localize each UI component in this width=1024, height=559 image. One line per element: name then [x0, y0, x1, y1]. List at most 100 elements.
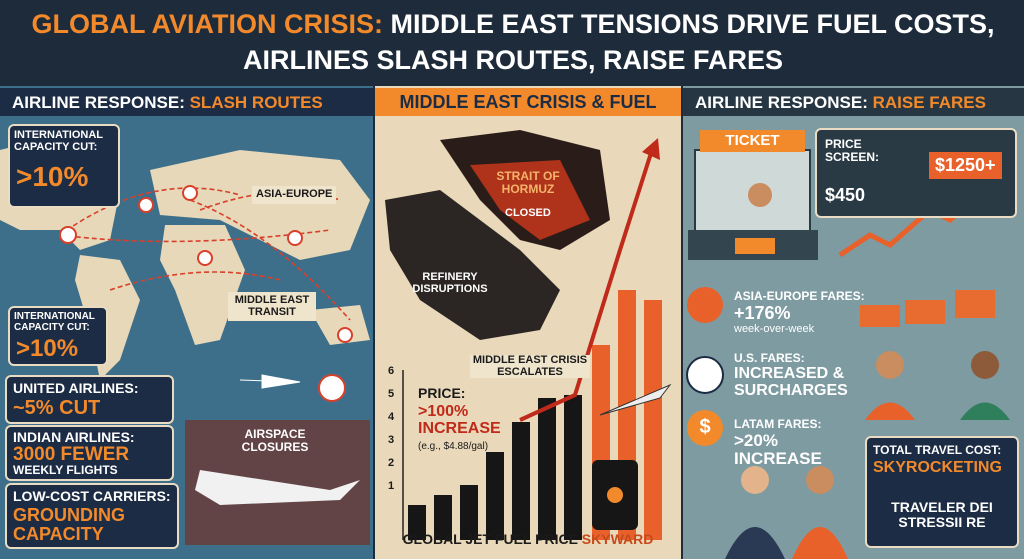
- bar: [644, 300, 662, 540]
- hormuz-heat: [470, 160, 590, 240]
- plane-small: [239, 374, 301, 389]
- trend-arrow: [519, 149, 654, 422]
- fare-value: +176%: [734, 303, 791, 323]
- demand: TRAVELER DEI STRESSII RE: [891, 499, 993, 530]
- axis-label: 1: [388, 480, 395, 492]
- fare-label: ASIA-EUROPE FARES:: [734, 289, 865, 303]
- panel-header: MIDDLE EAST CRISIS & FUEL: [399, 92, 657, 112]
- header-strip: [0, 88, 373, 116]
- bar: [460, 485, 478, 540]
- bar: [486, 452, 504, 540]
- map-label: MIDDLE EAST TRANSIT: [228, 292, 316, 322]
- cancel-mark: [182, 185, 198, 201]
- flag-icon: [686, 356, 724, 394]
- fare-note: week-over-week: [734, 323, 815, 335]
- route: [59, 187, 241, 236]
- header-strip: [375, 88, 681, 116]
- globe-icon: [687, 287, 723, 323]
- header-strip: [683, 88, 1024, 116]
- panel-header: AIRLINE RESPONSE: SLASH ROUTES: [12, 94, 323, 112]
- axis-label: 5: [388, 388, 395, 400]
- map-label: CLOSED: [505, 207, 551, 219]
- map-label: AIRSPACE CLOSURES: [241, 427, 309, 454]
- cancel-mark: [337, 327, 353, 343]
- bar: [408, 505, 426, 540]
- route: [109, 271, 281, 291]
- fare-value: >20% INCREASE: [734, 431, 822, 468]
- eurasia: [150, 150, 370, 260]
- callout-note: WEEKLY FLIGHTS: [13, 463, 118, 477]
- traveler: [806, 466, 834, 494]
- bill: [955, 290, 995, 318]
- traveler: [876, 351, 904, 379]
- callout-label: INTERNATIONAL CAPACITY CUT:: [14, 129, 103, 153]
- price-value: >100% INCREASE: [418, 403, 501, 437]
- callout: UNITED AIRLINES: ~5% CUT: [5, 375, 174, 424]
- axis-label: 4: [388, 411, 395, 423]
- fare-value: INCREASED & SURCHARGES: [734, 365, 848, 399]
- footer-lead: GLOBAL JET FUEL PRICE: [402, 531, 578, 547]
- footer-accent: SKYWARD: [581, 531, 654, 547]
- total-label: TOTAL TRAVEL COST:: [873, 443, 1002, 457]
- price-screen: PRICE SCREEN: $450 $1250+: [815, 128, 1017, 218]
- cancel-mark: [197, 250, 213, 266]
- cancel-mark: [287, 230, 303, 246]
- price-bars: [408, 395, 582, 540]
- footer: GLOBAL JET FUEL PRICE SKYWARD: [375, 532, 681, 547]
- old-price: $450: [825, 185, 866, 205]
- header-accent: SLASH ROUTES: [189, 93, 323, 112]
- price-label: PRICE:: [418, 385, 466, 401]
- arabia: [385, 190, 560, 340]
- dollar-icon-text: $: [699, 416, 711, 438]
- traveler: [971, 351, 999, 379]
- traveler: [725, 527, 785, 559]
- callout-value: 3000 FEWER: [13, 444, 130, 465]
- ticket-sign: TICKET: [700, 130, 805, 152]
- traveler: [741, 466, 769, 494]
- callout-value: GROUNDING CAPACITY: [13, 505, 125, 544]
- bar: [564, 395, 582, 540]
- header-lead: AIRLINE RESPONSE:: [12, 93, 185, 112]
- plane: [195, 470, 360, 505]
- callout-label: INTERNATIONAL CAPACITY CUT:: [14, 311, 95, 333]
- screen-label: PRICE SCREEN:: [825, 137, 880, 164]
- callout-value: ~5% CUT: [13, 397, 101, 419]
- price-example: (e.g., $4.88/gal): [418, 441, 489, 452]
- callout-label: INDIAN AIRLINES:: [13, 429, 135, 445]
- total-value: SKYROCKETING: [873, 459, 1002, 476]
- cancel-marks: [59, 185, 353, 402]
- traveler: [865, 402, 915, 420]
- callout-value: >10%: [16, 161, 89, 192]
- fare-icons: [686, 287, 724, 446]
- map-label: MIDDLE EAST CRISIS ESCALATES: [470, 354, 590, 379]
- cancel-mark: [138, 197, 154, 213]
- dollar-icon: [687, 410, 723, 446]
- cancel-mark: [318, 374, 346, 402]
- bills: [860, 290, 995, 327]
- callout: INTERNATIONAL CAPACITY CUT: >10%: [8, 124, 120, 208]
- route: [189, 199, 351, 321]
- title: GLOBAL AVIATION CRISIS: MIDDLE EAST TENS…: [18, 6, 1008, 78]
- panel-header: AIRLINE RESPONSE: RAISE FARES: [695, 94, 986, 112]
- plane-sign: [735, 238, 775, 254]
- traveler: [792, 527, 848, 559]
- header-lead: AIRLINE RESPONSE:: [695, 93, 868, 112]
- header-accent: RAISE FARES: [872, 93, 986, 112]
- map-label: STRAIT OF HORMUZ: [496, 169, 560, 196]
- bar: [434, 495, 452, 540]
- bill: [860, 305, 900, 327]
- title-rest: MIDDLE EAST TENSIONS DRIVE FUEL COSTS, A…: [242, 9, 995, 75]
- map-label: REFINERY DISRUPTIONS: [412, 271, 488, 295]
- traveler: [960, 402, 1010, 420]
- arrow-head: [642, 138, 660, 160]
- cancel-mark: [59, 226, 77, 244]
- australia: [310, 305, 370, 345]
- callout-value: >10%: [16, 335, 79, 362]
- title-highlight: GLOBAL AVIATION CRISIS:: [31, 9, 383, 39]
- travelers: [725, 351, 1010, 559]
- axis-label: 2: [388, 457, 395, 469]
- axis-label: 3: [388, 434, 395, 446]
- total-box: TOTAL TRAVEL COST: SKYROCKETING TRAVELER…: [865, 436, 1019, 548]
- callout-label: LOW-COST CARRIERS:: [13, 488, 171, 504]
